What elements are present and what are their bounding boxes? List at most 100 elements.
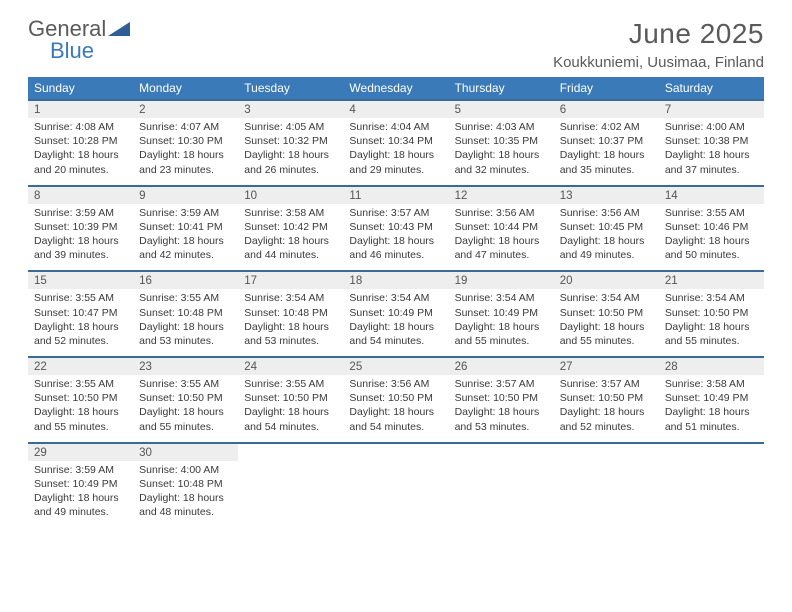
daylight-line1: Daylight: 18 hours	[349, 320, 442, 334]
daylight-line1: Daylight: 18 hours	[349, 234, 442, 248]
sunrise-text: Sunrise: 3:55 AM	[34, 291, 127, 305]
daylight-line2: and 55 minutes.	[455, 334, 548, 348]
daylight-line2: and 44 minutes.	[244, 248, 337, 262]
day-number-cell: 26	[449, 357, 554, 375]
sunset-text: Sunset: 10:44 PM	[455, 220, 548, 234]
day-number-cell	[659, 443, 764, 461]
sunset-text: Sunset: 10:50 PM	[560, 391, 653, 405]
day-detail-cell: Sunrise: 3:54 AMSunset: 10:50 PMDaylight…	[659, 289, 764, 357]
daylight-line2: and 23 minutes.	[139, 163, 232, 177]
header-wednesday: Wednesday	[343, 77, 448, 100]
sunset-text: Sunset: 10:38 PM	[665, 134, 758, 148]
header-saturday: Saturday	[659, 77, 764, 100]
daylight-line1: Daylight: 18 hours	[244, 320, 337, 334]
day-detail-cell	[554, 461, 659, 528]
daylight-line2: and 52 minutes.	[560, 420, 653, 434]
day-detail-cell: Sunrise: 4:07 AMSunset: 10:30 PMDaylight…	[133, 118, 238, 186]
week-1-daynum-row: 1234567	[28, 100, 764, 118]
day-detail-cell: Sunrise: 4:05 AMSunset: 10:32 PMDaylight…	[238, 118, 343, 186]
location: Koukkuniemi, Uusimaa, Finland	[553, 54, 764, 71]
week-5-detail-row: Sunrise: 3:59 AMSunset: 10:49 PMDaylight…	[28, 461, 764, 528]
calendar-body: 1234567Sunrise: 4:08 AMSunset: 10:28 PMD…	[28, 100, 764, 527]
daylight-line1: Daylight: 18 hours	[139, 320, 232, 334]
sunset-text: Sunset: 10:43 PM	[349, 220, 442, 234]
sunset-text: Sunset: 10:34 PM	[349, 134, 442, 148]
daylight-line2: and 53 minutes.	[244, 334, 337, 348]
sunrise-text: Sunrise: 3:54 AM	[665, 291, 758, 305]
daylight-line1: Daylight: 18 hours	[139, 491, 232, 505]
day-number-cell: 21	[659, 271, 764, 289]
day-number-cell: 25	[343, 357, 448, 375]
day-number-cell: 11	[343, 186, 448, 204]
day-number-cell: 1	[28, 100, 133, 118]
day-detail-cell: Sunrise: 3:55 AMSunset: 10:46 PMDaylight…	[659, 204, 764, 272]
day-number-cell	[238, 443, 343, 461]
triangle-icon	[108, 18, 130, 40]
day-detail-cell	[659, 461, 764, 528]
sunset-text: Sunset: 10:50 PM	[244, 391, 337, 405]
week-2-daynum-row: 891011121314	[28, 186, 764, 204]
sunrise-text: Sunrise: 3:56 AM	[560, 206, 653, 220]
day-detail-cell: Sunrise: 4:02 AMSunset: 10:37 PMDaylight…	[554, 118, 659, 186]
logo: General Blue	[28, 18, 130, 62]
daylight-line1: Daylight: 18 hours	[455, 234, 548, 248]
logo-word1: General	[28, 18, 106, 40]
week-5-daynum-row: 2930	[28, 443, 764, 461]
day-detail-cell: Sunrise: 3:54 AMSunset: 10:50 PMDaylight…	[554, 289, 659, 357]
day-number-cell	[449, 443, 554, 461]
sunrise-text: Sunrise: 3:54 AM	[349, 291, 442, 305]
day-detail-cell: Sunrise: 3:57 AMSunset: 10:50 PMDaylight…	[449, 375, 554, 443]
month-title: June 2025	[553, 18, 764, 50]
day-detail-cell: Sunrise: 3:58 AMSunset: 10:49 PMDaylight…	[659, 375, 764, 443]
daylight-line2: and 26 minutes.	[244, 163, 337, 177]
title-block: June 2025 Koukkuniemi, Uusimaa, Finland	[553, 18, 764, 71]
sunset-text: Sunset: 10:50 PM	[34, 391, 127, 405]
daylight-line2: and 37 minutes.	[665, 163, 758, 177]
day-number-cell: 12	[449, 186, 554, 204]
week-4-daynum-row: 22232425262728	[28, 357, 764, 375]
daylight-line2: and 50 minutes.	[665, 248, 758, 262]
day-detail-cell: Sunrise: 4:00 AMSunset: 10:48 PMDaylight…	[133, 461, 238, 528]
day-number-cell: 24	[238, 357, 343, 375]
daylight-line1: Daylight: 18 hours	[665, 148, 758, 162]
day-number-cell	[343, 443, 448, 461]
sunset-text: Sunset: 10:49 PM	[34, 477, 127, 491]
day-number-cell: 28	[659, 357, 764, 375]
day-detail-cell: Sunrise: 3:55 AMSunset: 10:50 PMDaylight…	[133, 375, 238, 443]
week-4-detail-row: Sunrise: 3:55 AMSunset: 10:50 PMDaylight…	[28, 375, 764, 443]
sunrise-text: Sunrise: 4:03 AM	[455, 120, 548, 134]
header-sunday: Sunday	[28, 77, 133, 100]
day-detail-cell: Sunrise: 3:56 AMSunset: 10:50 PMDaylight…	[343, 375, 448, 443]
daylight-line2: and 39 minutes.	[34, 248, 127, 262]
daylight-line2: and 55 minutes.	[139, 420, 232, 434]
sunrise-text: Sunrise: 3:55 AM	[665, 206, 758, 220]
sunset-text: Sunset: 10:35 PM	[455, 134, 548, 148]
day-number-cell: 17	[238, 271, 343, 289]
sunset-text: Sunset: 10:49 PM	[665, 391, 758, 405]
daylight-line1: Daylight: 18 hours	[34, 405, 127, 419]
sunset-text: Sunset: 10:42 PM	[244, 220, 337, 234]
day-detail-cell: Sunrise: 3:56 AMSunset: 10:44 PMDaylight…	[449, 204, 554, 272]
daylight-line2: and 52 minutes.	[34, 334, 127, 348]
sunset-text: Sunset: 10:50 PM	[139, 391, 232, 405]
daylight-line1: Daylight: 18 hours	[139, 405, 232, 419]
sunset-text: Sunset: 10:46 PM	[665, 220, 758, 234]
daylight-line2: and 54 minutes.	[244, 420, 337, 434]
daylight-line1: Daylight: 18 hours	[560, 320, 653, 334]
day-detail-cell: Sunrise: 4:03 AMSunset: 10:35 PMDaylight…	[449, 118, 554, 186]
sunset-text: Sunset: 10:47 PM	[34, 306, 127, 320]
sunset-text: Sunset: 10:50 PM	[349, 391, 442, 405]
header: General Blue June 2025 Koukkuniemi, Uusi…	[28, 18, 764, 71]
day-detail-cell: Sunrise: 3:59 AMSunset: 10:39 PMDaylight…	[28, 204, 133, 272]
daylight-line2: and 55 minutes.	[665, 334, 758, 348]
sunrise-text: Sunrise: 4:08 AM	[34, 120, 127, 134]
daylight-line2: and 48 minutes.	[139, 505, 232, 519]
daylight-line1: Daylight: 18 hours	[244, 234, 337, 248]
daylight-line2: and 55 minutes.	[560, 334, 653, 348]
day-number-cell: 8	[28, 186, 133, 204]
sunset-text: Sunset: 10:30 PM	[139, 134, 232, 148]
day-number-cell: 6	[554, 100, 659, 118]
day-detail-cell	[238, 461, 343, 528]
sunrise-text: Sunrise: 4:00 AM	[139, 463, 232, 477]
daylight-line1: Daylight: 18 hours	[34, 148, 127, 162]
